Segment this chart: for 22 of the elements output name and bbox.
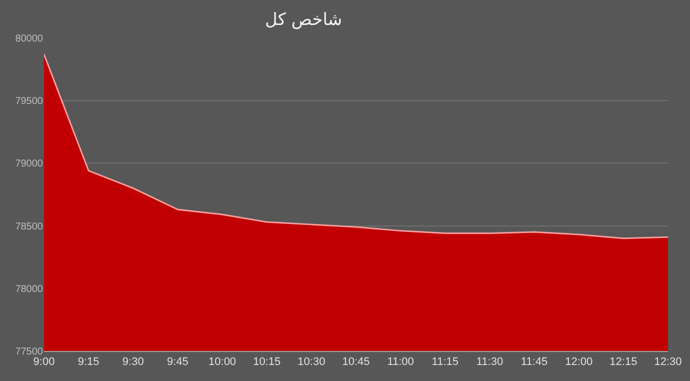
y-tick-label: 79000 — [15, 158, 44, 170]
x-tick-label: 12:30 — [654, 356, 682, 368]
x-tick-label: 10:00 — [208, 356, 236, 368]
x-tick-label: 10:30 — [298, 356, 326, 368]
x-tick-label: 10:15 — [253, 356, 281, 368]
x-tick-label: 11:15 — [432, 356, 458, 368]
x-tick-label: 9:00 — [33, 356, 55, 368]
x-tick-label: 12:00 — [565, 356, 593, 368]
chart-title: شاخص کل — [265, 10, 342, 30]
x-tick-label: 11:45 — [520, 356, 548, 368]
x-tick-label: 12:15 — [610, 356, 638, 368]
x-tick-label: 10:45 — [342, 356, 370, 368]
y-tick-label: 78000 — [15, 284, 44, 295]
x-tick-label: 11:00 — [387, 356, 414, 368]
x-tick-label: 9:15 — [78, 356, 100, 368]
x-tick-label: 11:30 — [476, 356, 504, 368]
x-tick-label: 9:45 — [167, 356, 188, 368]
x-tick-label: 9:30 — [122, 356, 144, 368]
y-tick-label: 78500 — [15, 221, 44, 232]
y-tick-label: 80000 — [15, 34, 44, 44]
y-tick-label: 77500 — [15, 346, 44, 358]
y-tick-label: 79500 — [15, 96, 44, 108]
